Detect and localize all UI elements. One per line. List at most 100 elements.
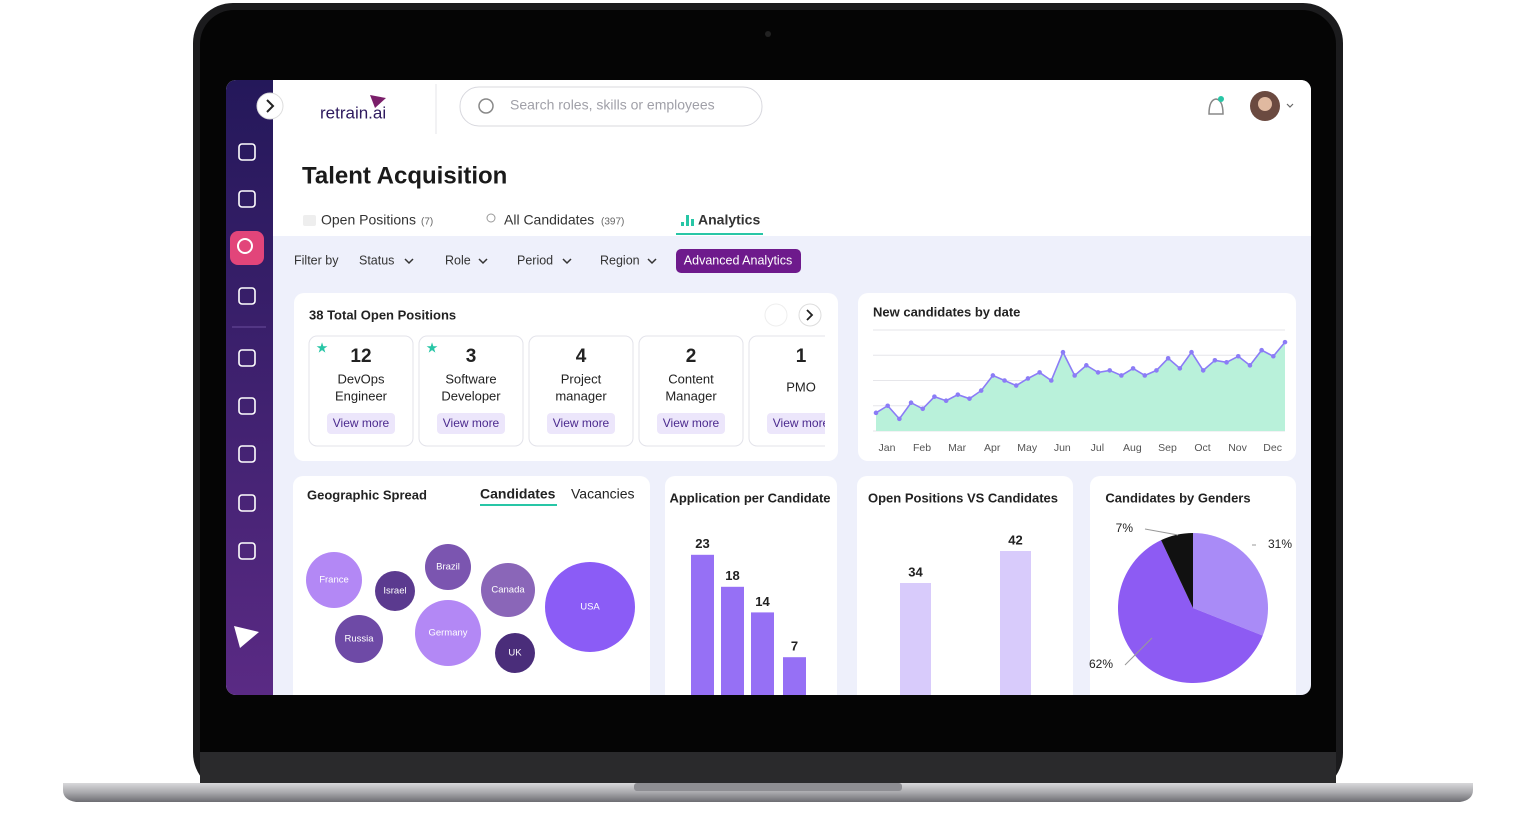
point [1119, 373, 1124, 378]
position-title: Project [561, 371, 602, 386]
bubble [375, 571, 415, 611]
sidebar-icon[interactable] [238, 190, 256, 208]
sidebar-icon[interactable] [238, 494, 256, 512]
advanced-button[interactable] [676, 249, 801, 273]
point [1200, 368, 1206, 373]
chin [200, 752, 1336, 786]
view-more-label: View more [663, 416, 720, 430]
sidebar-icon[interactable] [238, 542, 256, 560]
chevron [266, 99, 275, 113]
tab-label[interactable]: Analytics [698, 212, 760, 228]
position-title: PMO [786, 379, 816, 394]
sidebar-active[interactable] [230, 231, 264, 265]
point [1107, 368, 1113, 373]
position-title: Software [445, 371, 496, 386]
point [873, 410, 879, 416]
point [897, 416, 902, 422]
dropdown-caret [478, 258, 488, 265]
carousel-prev[interactable] [764, 303, 788, 327]
x-tick-label: Dec [1263, 442, 1282, 454]
filter-dropdown[interactable]: Role [445, 253, 471, 267]
position-count: 12 [350, 346, 371, 367]
x-tick-label: Mar [948, 442, 967, 454]
bubble [415, 600, 481, 666]
view-more-button[interactable] [437, 413, 505, 434]
bubble-label: France [319, 575, 349, 586]
sidebar [226, 80, 273, 695]
pie-slice [1118, 540, 1263, 683]
point [1084, 363, 1089, 368]
filter-dropdown[interactable]: Period [517, 253, 553, 267]
chart-tab[interactable]: Candidates [480, 486, 556, 502]
dropdown-caret [562, 258, 572, 265]
x-tick-label: Jun [1054, 442, 1071, 454]
search-placeholder: Search roles, skills or employees [510, 97, 715, 113]
point [1037, 370, 1042, 375]
sidebar-icon[interactable] [238, 287, 256, 305]
bubble-label: Canada [491, 585, 525, 596]
point [1025, 376, 1031, 381]
tab-count: (7) [421, 217, 433, 228]
bubble [335, 615, 383, 663]
position-title: Content [668, 371, 714, 386]
x-tick-label: Aug [1123, 442, 1142, 454]
point [920, 406, 926, 412]
point [1189, 349, 1194, 355]
avatar-caret [1286, 103, 1294, 108]
point [967, 396, 972, 401]
point [1235, 353, 1241, 359]
bubble-label: Germany [428, 628, 467, 639]
search-box[interactable] [459, 86, 763, 127]
chart-title: New candidates by date [873, 304, 1020, 319]
point [1142, 373, 1148, 378]
card [293, 476, 650, 695]
x-tick-label: Jan [879, 442, 896, 454]
x-tick-label: Sep [1158, 442, 1177, 454]
bar [691, 554, 714, 695]
tab-label[interactable]: All Candidates [504, 212, 594, 228]
point [955, 392, 961, 397]
logo-mark [370, 95, 386, 108]
filter-dropdown[interactable]: Status [359, 253, 394, 267]
view-more-label: View more [553, 416, 610, 430]
search-icon [237, 238, 253, 254]
data-label: 14 [755, 594, 770, 609]
view-more-label: View more [333, 416, 390, 430]
point [1154, 368, 1159, 373]
tab-icon [681, 222, 684, 226]
search-glass [478, 98, 494, 114]
sidebar-icon[interactable] [238, 349, 256, 367]
screen: retrain.ai Search roles, skills or employ… [226, 80, 1311, 695]
bubble-label: Israel [383, 586, 406, 597]
point [908, 400, 914, 406]
chart-title: Application per Candidate [669, 490, 830, 505]
view-more-button[interactable] [657, 413, 725, 434]
point [1002, 378, 1007, 383]
page-title: Talent Acquisition [302, 162, 507, 189]
sidebar-icon[interactable] [238, 397, 256, 415]
card [857, 476, 1073, 695]
point [1060, 349, 1066, 355]
view-more-button[interactable] [547, 413, 615, 434]
data-label: 18 [725, 568, 739, 583]
chart-tab[interactable]: Vacancies [571, 486, 635, 502]
sidebar-icon[interactable] [238, 143, 256, 161]
star: ★ [316, 340, 329, 356]
bar [783, 657, 806, 695]
tab-label[interactable]: Open Positions [321, 212, 416, 228]
bubble-label: Russia [344, 634, 374, 645]
area [876, 342, 1285, 431]
view-more-button[interactable] [767, 413, 835, 434]
tab-icon [486, 213, 496, 223]
sidebar-icon[interactable] [238, 445, 256, 463]
point [1048, 378, 1054, 383]
sidebar-toggle[interactable] [256, 92, 284, 120]
carousel-next[interactable] [798, 303, 822, 327]
filter-dropdown[interactable]: Region [600, 253, 640, 267]
position-count: 1 [796, 346, 807, 367]
pie-slice [1193, 533, 1268, 636]
bell[interactable] [1208, 98, 1224, 115]
view-more-button[interactable] [327, 413, 395, 434]
bar [900, 583, 931, 695]
position-title: Manager [665, 388, 717, 403]
